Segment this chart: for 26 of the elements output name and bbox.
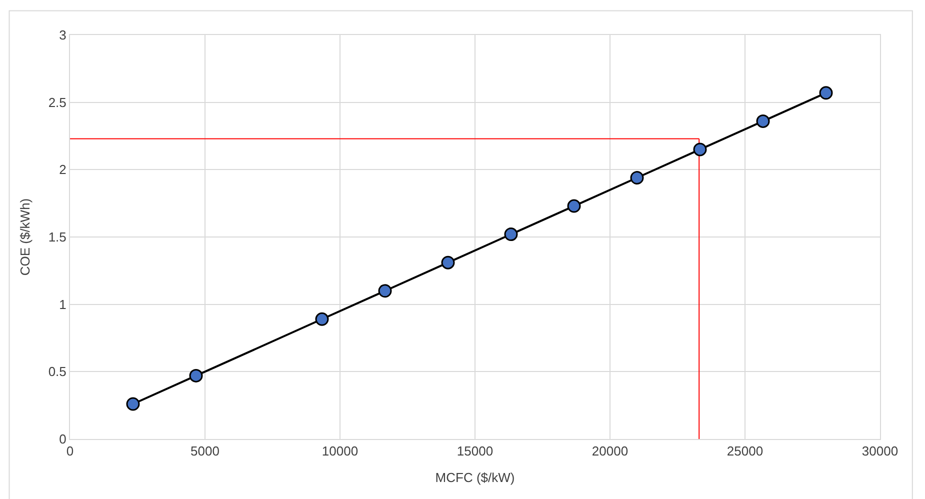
y-tick-label: 0.5 <box>48 364 66 380</box>
x-tick-label: 25000 <box>726 444 764 459</box>
y-tick-label: 1.5 <box>48 230 66 245</box>
x-tick-label: 20000 <box>592 444 628 459</box>
y-tick-label: 2.5 <box>48 94 66 110</box>
x-tick-label: 5000 <box>190 444 220 459</box>
point <box>504 228 518 242</box>
x-tick-label: 15000 <box>456 444 494 459</box>
point <box>756 114 770 128</box>
x-tick-label: 10000 <box>322 444 358 459</box>
point <box>567 199 581 213</box>
point <box>630 171 644 184</box>
y-axis-title: COE ($/kWh) <box>17 198 32 276</box>
point <box>378 284 392 298</box>
y-tick-label: 3 <box>59 28 66 43</box>
y-tick-label: 2 <box>59 162 66 178</box>
point <box>315 312 329 326</box>
y-tick-label: 1 <box>59 296 66 312</box>
point <box>441 256 455 270</box>
point <box>819 86 833 100</box>
point <box>693 142 707 156</box>
x-axis-title: MCFC ($/kW) <box>435 470 515 486</box>
x-tick-label: 30000 <box>862 444 898 459</box>
y-tick-label: 0 <box>59 432 66 447</box>
point <box>189 368 203 382</box>
point <box>126 397 140 411</box>
